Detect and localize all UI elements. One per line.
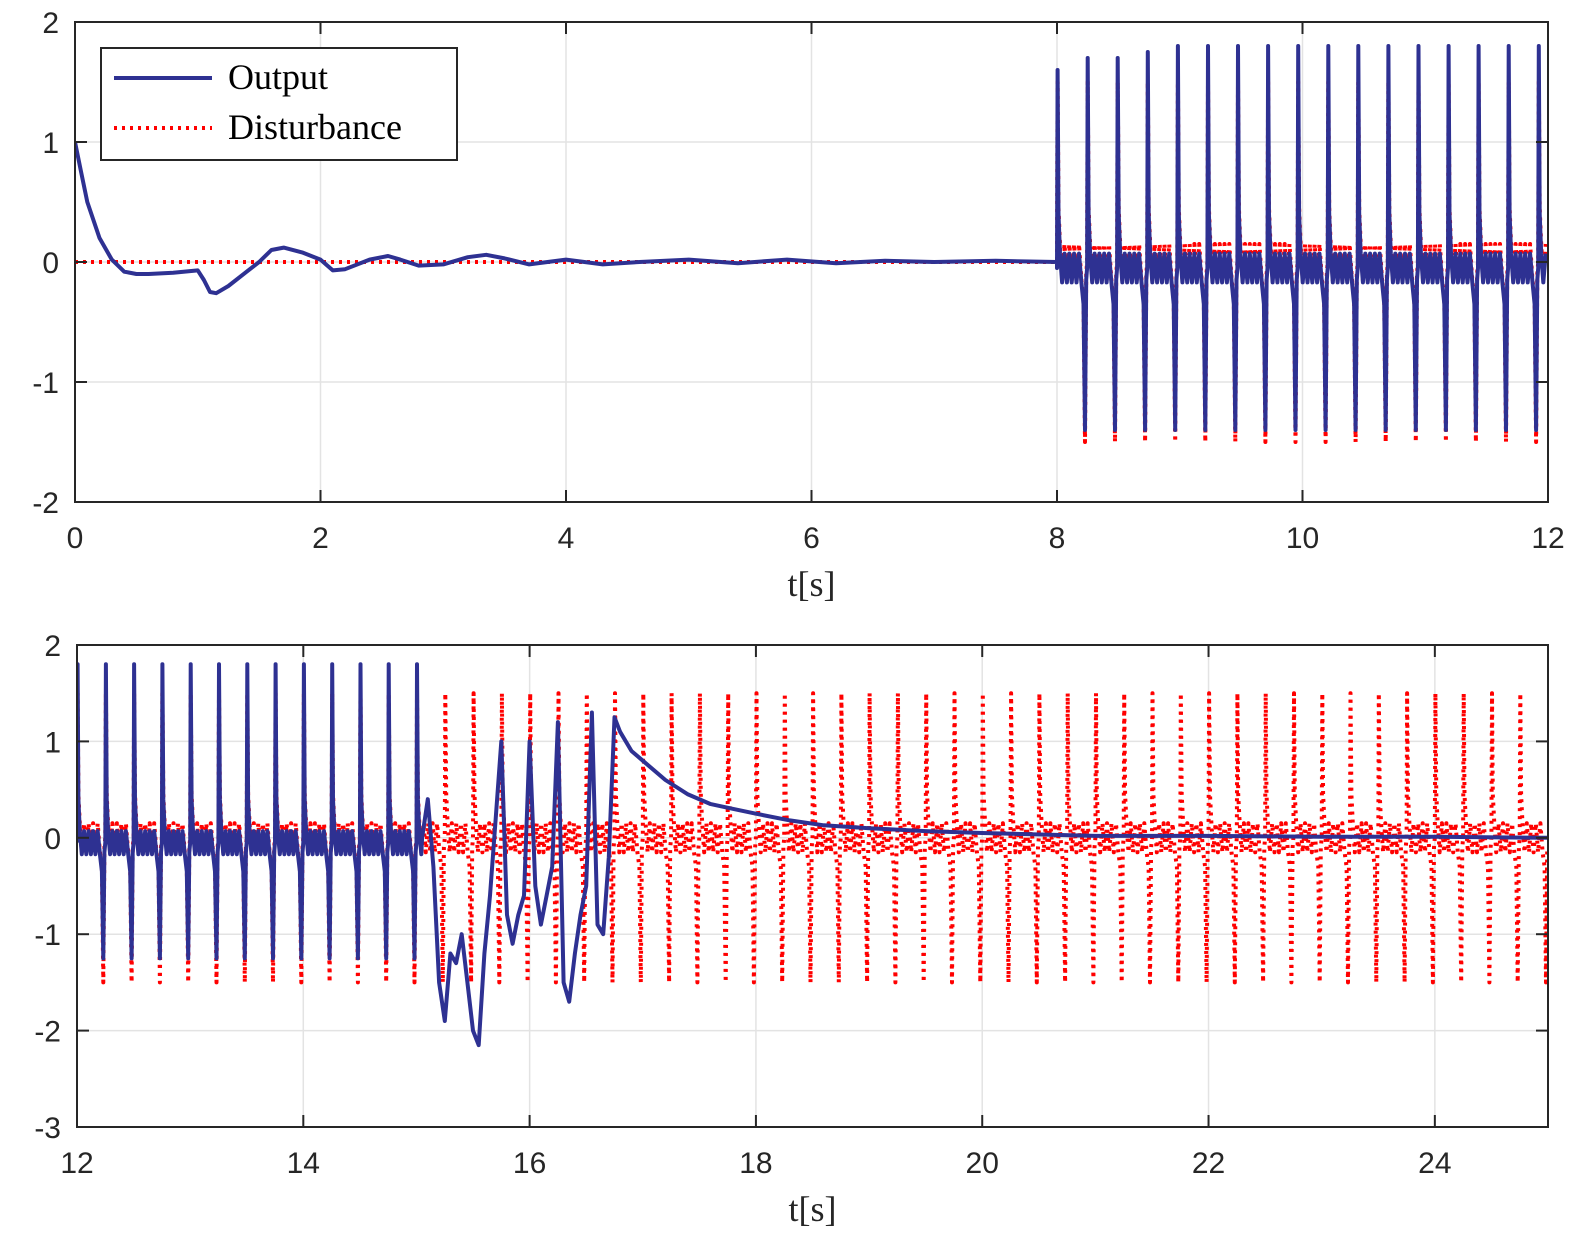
x-tick-label: 0	[67, 522, 84, 555]
y-tick-label: 2	[44, 630, 61, 663]
x-tick-label: 8	[1049, 522, 1066, 555]
series-output-line	[75, 44, 1548, 432]
x-tick-label: 24	[1418, 1147, 1451, 1180]
x-tick-label: 22	[1192, 1147, 1225, 1180]
x-tick-label: 10	[1286, 522, 1319, 555]
axes-frame	[76, 644, 1549, 1128]
x-tick-label: 4	[558, 522, 575, 555]
y-tick-label: 0	[42, 247, 59, 280]
x-axis-label: t[s]	[789, 1189, 837, 1229]
y-tick-label: -3	[34, 1112, 61, 1145]
legend: Output Disturbance	[100, 47, 458, 161]
legend-label-output: Output	[228, 57, 328, 97]
x-tick-label: 12	[60, 1147, 93, 1180]
x-tick-label: 18	[739, 1147, 772, 1180]
x-tick-label: 20	[966, 1147, 999, 1180]
bottom-subplot: 12 14 16 18 20 22 24 2 1 0 -1 -2 -3 t[s]	[34, 630, 1549, 1229]
y-tick-label: 1	[42, 127, 59, 160]
y-tick-label: -1	[32, 367, 59, 400]
x-tick-label: 12	[1531, 522, 1564, 555]
y-tick-label: -1	[34, 919, 61, 952]
x-tick-label: 14	[287, 1147, 320, 1180]
legend-box	[100, 47, 458, 161]
y-tick-label: 2	[42, 7, 59, 40]
y-tick-label: 0	[44, 823, 61, 856]
x-axis-label: t[s]	[788, 564, 836, 604]
series-output-line	[77, 662, 1548, 1048]
y-tick-label: -2	[34, 1016, 61, 1049]
x-tick-label: 16	[513, 1147, 546, 1180]
y-tick-label: 1	[44, 726, 61, 759]
legend-label-disturbance: Disturbance	[228, 107, 402, 147]
x-tick-label: 2	[312, 522, 329, 555]
y-tick-label: -2	[32, 487, 59, 520]
x-tick-label: 6	[803, 522, 820, 555]
